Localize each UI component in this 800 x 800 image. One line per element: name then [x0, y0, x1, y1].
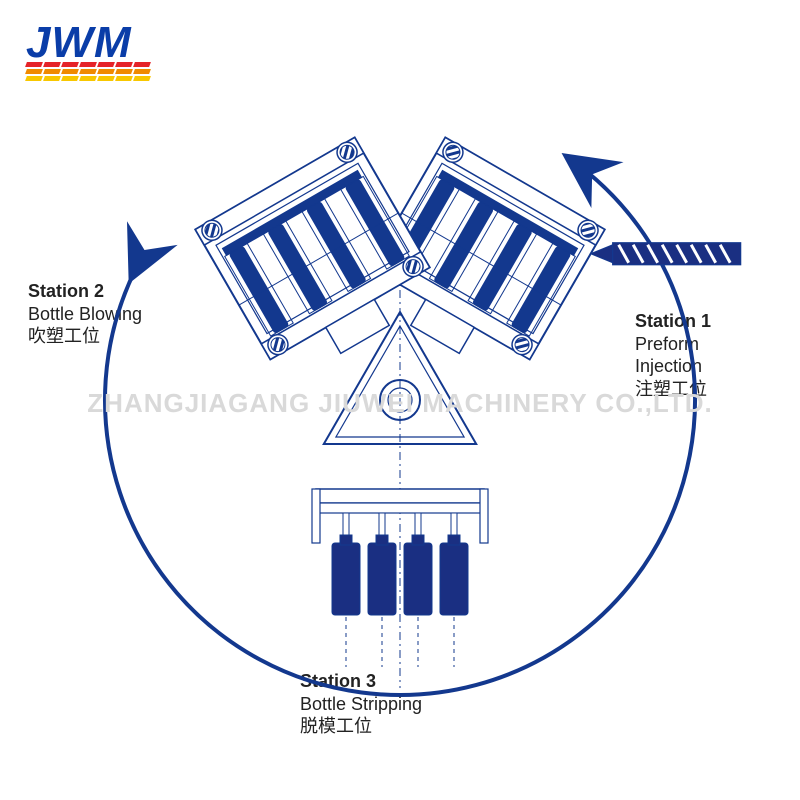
process-diagram: [0, 0, 800, 800]
